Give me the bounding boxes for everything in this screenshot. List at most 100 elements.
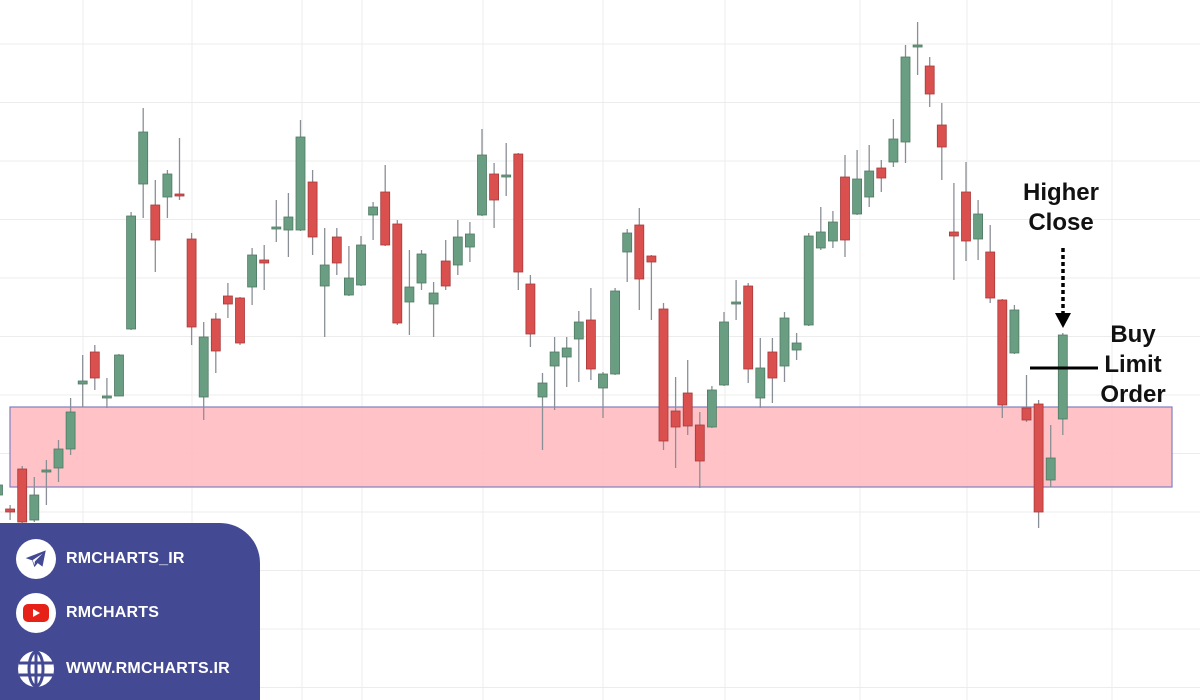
candle-bearish [392, 223, 403, 324]
buy-limit-order-annotation: Buy Limit Order [1092, 320, 1174, 410]
telegram-icon [16, 539, 56, 579]
candle-bearish [658, 308, 669, 442]
candle-bullish [138, 131, 149, 185]
candle-bullish [610, 290, 620, 375]
candle-bullish [803, 235, 814, 326]
candle-bearish [876, 167, 887, 179]
candle-bearish [949, 231, 959, 237]
telegram-handle: RMCHARTS_IR [66, 550, 185, 567]
candle-bullish [1009, 309, 1020, 354]
candle-bullish [295, 136, 306, 231]
candle-bearish [682, 392, 693, 427]
candle-bullish [0, 484, 3, 496]
candle-bearish [380, 191, 391, 246]
candle-bearish [525, 283, 536, 335]
candle-bullish [41, 469, 52, 473]
arrow-down-icon [1055, 313, 1071, 328]
annotation-line: Close [1028, 209, 1094, 236]
candle-bullish [283, 216, 294, 231]
candle-bearish [997, 299, 1008, 406]
candle-bullish [852, 178, 862, 215]
candle-bearish [936, 124, 947, 148]
candle-bullish [549, 351, 560, 367]
annotation-line: Buy [1110, 321, 1156, 348]
candle-bullish [779, 317, 790, 367]
candle-bearish [235, 297, 245, 344]
candle-bearish [646, 255, 657, 263]
annotation-line: Limit [1104, 351, 1162, 378]
candle-bullish [247, 254, 258, 288]
candle-bullish [65, 411, 76, 450]
candle-bearish [1033, 403, 1044, 513]
candle-bullish [791, 342, 802, 351]
candle-bearish [670, 410, 681, 428]
website-link[interactable]: WWW.RMCHARTS.IR [16, 649, 230, 689]
candle-bullish [1057, 334, 1068, 420]
candle-bullish [53, 448, 64, 469]
candle-bullish [561, 347, 572, 358]
candle-bullish [29, 494, 40, 521]
candle-bullish [114, 354, 124, 397]
candle-bearish [1021, 407, 1032, 421]
candle-bullish [864, 170, 875, 198]
candle-bearish [586, 319, 596, 370]
candle-bullish [162, 173, 173, 198]
candle-bearish [222, 295, 233, 305]
candle-bearish [259, 259, 270, 264]
candle-bearish [743, 285, 754, 370]
candle-bullish [77, 380, 88, 385]
candle-bearish [513, 153, 524, 273]
candle-bullish [731, 301, 741, 305]
candle-bullish [707, 389, 717, 428]
candle-bearish [924, 65, 935, 95]
candle-bullish [537, 382, 548, 398]
candle-bullish [719, 321, 729, 386]
candle-bullish [356, 244, 366, 286]
telegram-link[interactable]: RMCHARTS_IR [16, 539, 185, 579]
support-zone [9, 406, 1173, 488]
youtube-icon [16, 593, 56, 633]
candle-bearish [694, 424, 705, 462]
candle-bullish [404, 286, 415, 303]
candle-bearish [489, 173, 500, 201]
candle-bearish [210, 318, 221, 352]
candle-bullish [319, 264, 330, 287]
globe-icon [16, 649, 56, 689]
candle-bearish [634, 224, 645, 280]
candle-bullish [828, 221, 838, 242]
candle-bullish [501, 174, 512, 178]
candle-bearish [89, 351, 100, 379]
branding-panel: RMCHARTS_IR RMCHARTS WWW.RMCHARTS.IR [0, 523, 260, 700]
candle-bullish [368, 206, 379, 216]
candle-bullish [416, 253, 427, 284]
candle-bullish [343, 277, 354, 296]
candle-bearish [767, 351, 778, 379]
candle-bullish [428, 292, 439, 305]
annotation-line: Order [1100, 381, 1166, 408]
youtube-link[interactable]: RMCHARTS [16, 593, 159, 633]
website-url: WWW.RMCHARTS.IR [66, 660, 230, 677]
candle-bullish [912, 44, 923, 48]
annotation-line: Higher [1022, 179, 1099, 206]
higher-close-annotation: Higher Close [1000, 178, 1122, 238]
candle-bearish [331, 236, 342, 264]
candle-bullish [477, 154, 487, 216]
candle-bearish [5, 508, 15, 513]
candle-bearish [961, 191, 971, 242]
candle-bullish [464, 233, 475, 248]
candle-bullish [126, 215, 136, 330]
candle-bullish [271, 226, 282, 230]
candle-bullish [102, 395, 112, 399]
candle-bullish [622, 232, 633, 253]
candle-bearish [150, 204, 161, 241]
candle-bearish [985, 251, 996, 299]
candle-bullish [815, 231, 826, 249]
candle-bearish [17, 468, 28, 523]
candle-bullish [598, 373, 608, 389]
youtube-channel: RMCHARTS [66, 604, 160, 621]
candle-bearish [307, 181, 318, 238]
candle-bearish [840, 176, 850, 241]
candle-bullish [900, 56, 911, 143]
candle-bullish [1045, 457, 1056, 481]
